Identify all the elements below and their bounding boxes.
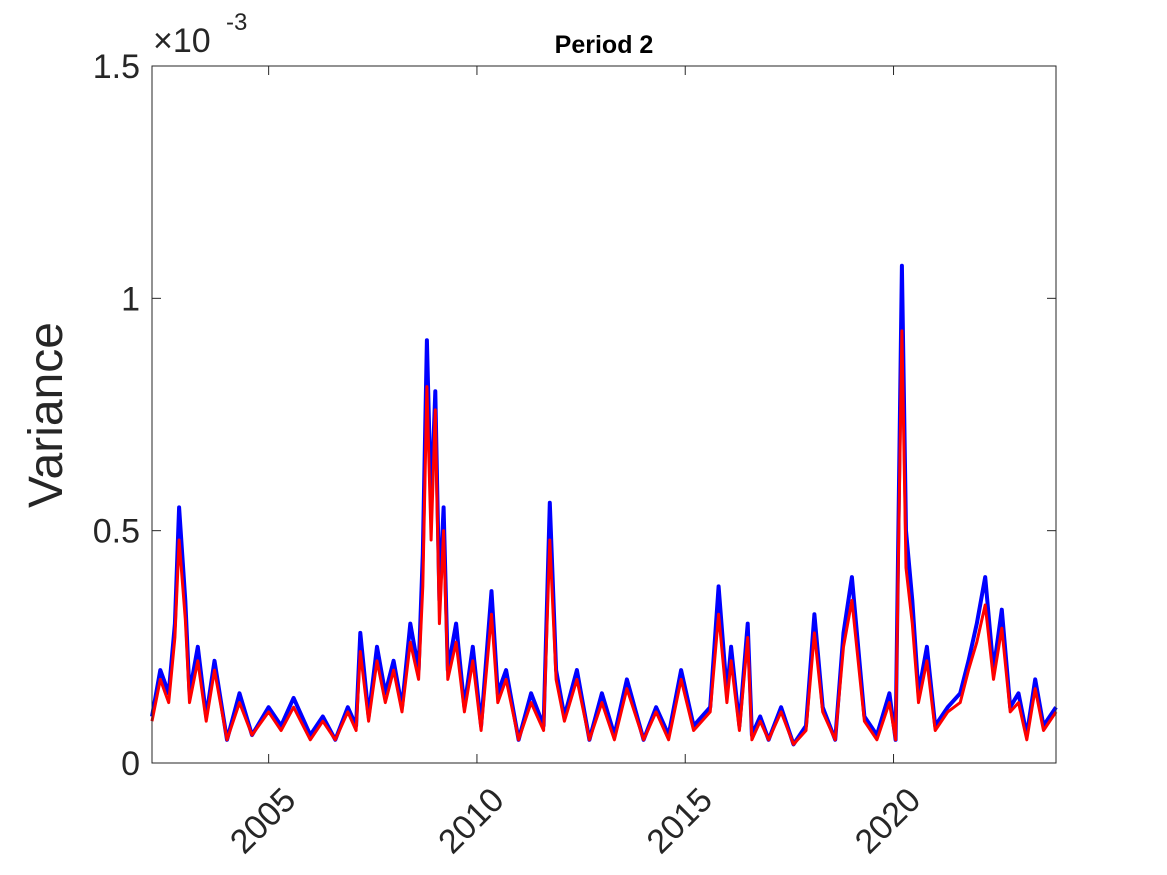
y-axis-multiplier-exponent: -3: [226, 9, 247, 36]
y-axis-label: Variance: [20, 322, 73, 508]
plot-area: [152, 66, 1056, 763]
y-tick-label: 1: [121, 280, 140, 318]
y-tick-label: 0.5: [93, 513, 140, 551]
series-layer: [150, 263, 1058, 747]
y-axis-multiplier: ×10: [153, 22, 211, 60]
axes-box: [151, 65, 1057, 764]
y-tick-label: 0: [121, 745, 140, 783]
chart-title: Period 2: [555, 31, 654, 59]
series-line-2: [150, 329, 1058, 746]
series-line-1: [150, 263, 1058, 747]
y-tick-label: 1.5: [93, 48, 140, 86]
